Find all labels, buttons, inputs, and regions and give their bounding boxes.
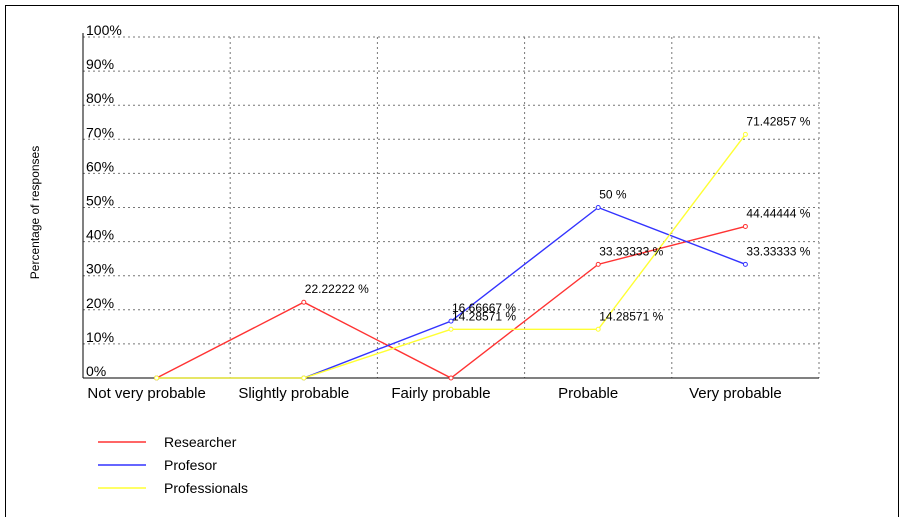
x-tick-label: Not very probable — [87, 385, 205, 402]
legend-label: Profesor — [164, 457, 217, 473]
y-tick-label: 50% — [86, 193, 114, 209]
y-tick-label: 60% — [86, 158, 114, 174]
data-point — [742, 131, 748, 137]
y-tick-label: 40% — [86, 227, 114, 243]
x-tick-labels: Not very probable Slightly probable Fairly… — [87, 385, 781, 402]
y-tick-label: 100% — [86, 22, 122, 38]
data-label: 14.28571 % — [599, 309, 663, 323]
data-point — [154, 375, 160, 381]
y-tick-label: 80% — [86, 90, 114, 106]
data-point — [448, 318, 454, 324]
line-chart: 0% 10% 20% 30% 40% 50% 60% 70% 80% 90% 100% Not ve… — [28, 22, 820, 496]
data-point — [742, 223, 748, 229]
series-lines — [154, 131, 748, 381]
y-tick-label: 90% — [86, 56, 114, 72]
data-label: 33.33333 % — [746, 244, 810, 258]
data-label: 71.42857 % — [746, 114, 810, 128]
data-point — [448, 375, 454, 381]
y-axis-title: Percentage of responses — [28, 146, 42, 279]
data-point — [301, 299, 307, 305]
data-label: 50 % — [599, 188, 627, 202]
data-point — [301, 375, 307, 381]
legend-label: Researcher — [164, 434, 237, 450]
y-tick-label: 70% — [86, 124, 114, 140]
data-point — [448, 326, 454, 332]
data-labels: 22.22222 % 33.33333 % 44.44444 % 16.66667 %… — [305, 114, 811, 323]
y-tick-label: 0% — [86, 363, 106, 379]
y-tick-label: 30% — [86, 261, 114, 277]
y-tick-label: 20% — [86, 295, 114, 311]
data-label: 44.44444 % — [746, 206, 810, 220]
series-line-profesor — [156, 206, 746, 379]
grid — [83, 36, 820, 378]
data-label: 16.66667 % — [452, 301, 516, 315]
y-tick-label: 10% — [86, 329, 114, 345]
x-tick-label: Slightly probable — [238, 385, 349, 402]
x-tick-label: Fairly probable — [391, 385, 490, 402]
data-point — [595, 261, 601, 267]
legend: Researcher Profesor Professionals — [98, 434, 248, 496]
data-label: 22.22222 % — [305, 282, 369, 296]
data-point — [742, 261, 748, 267]
data-label: 14.28571 % — [452, 309, 516, 323]
chart-frame: 0% 10% 20% 30% 40% 50% 60% 70% 80% 90% 100% Not ve… — [5, 5, 899, 517]
data-point — [595, 205, 601, 210]
axes — [82, 33, 819, 379]
legend-label: Professionals — [164, 480, 248, 496]
data-point — [595, 326, 601, 332]
x-tick-label: Very probable — [689, 385, 782, 402]
x-tick-label: Probable — [558, 385, 618, 402]
data-label: 33.33333 % — [599, 244, 663, 258]
y-tick-labels: 0% 10% 20% 30% 40% 50% 60% 70% 80% 90% 100% — [86, 22, 122, 379]
